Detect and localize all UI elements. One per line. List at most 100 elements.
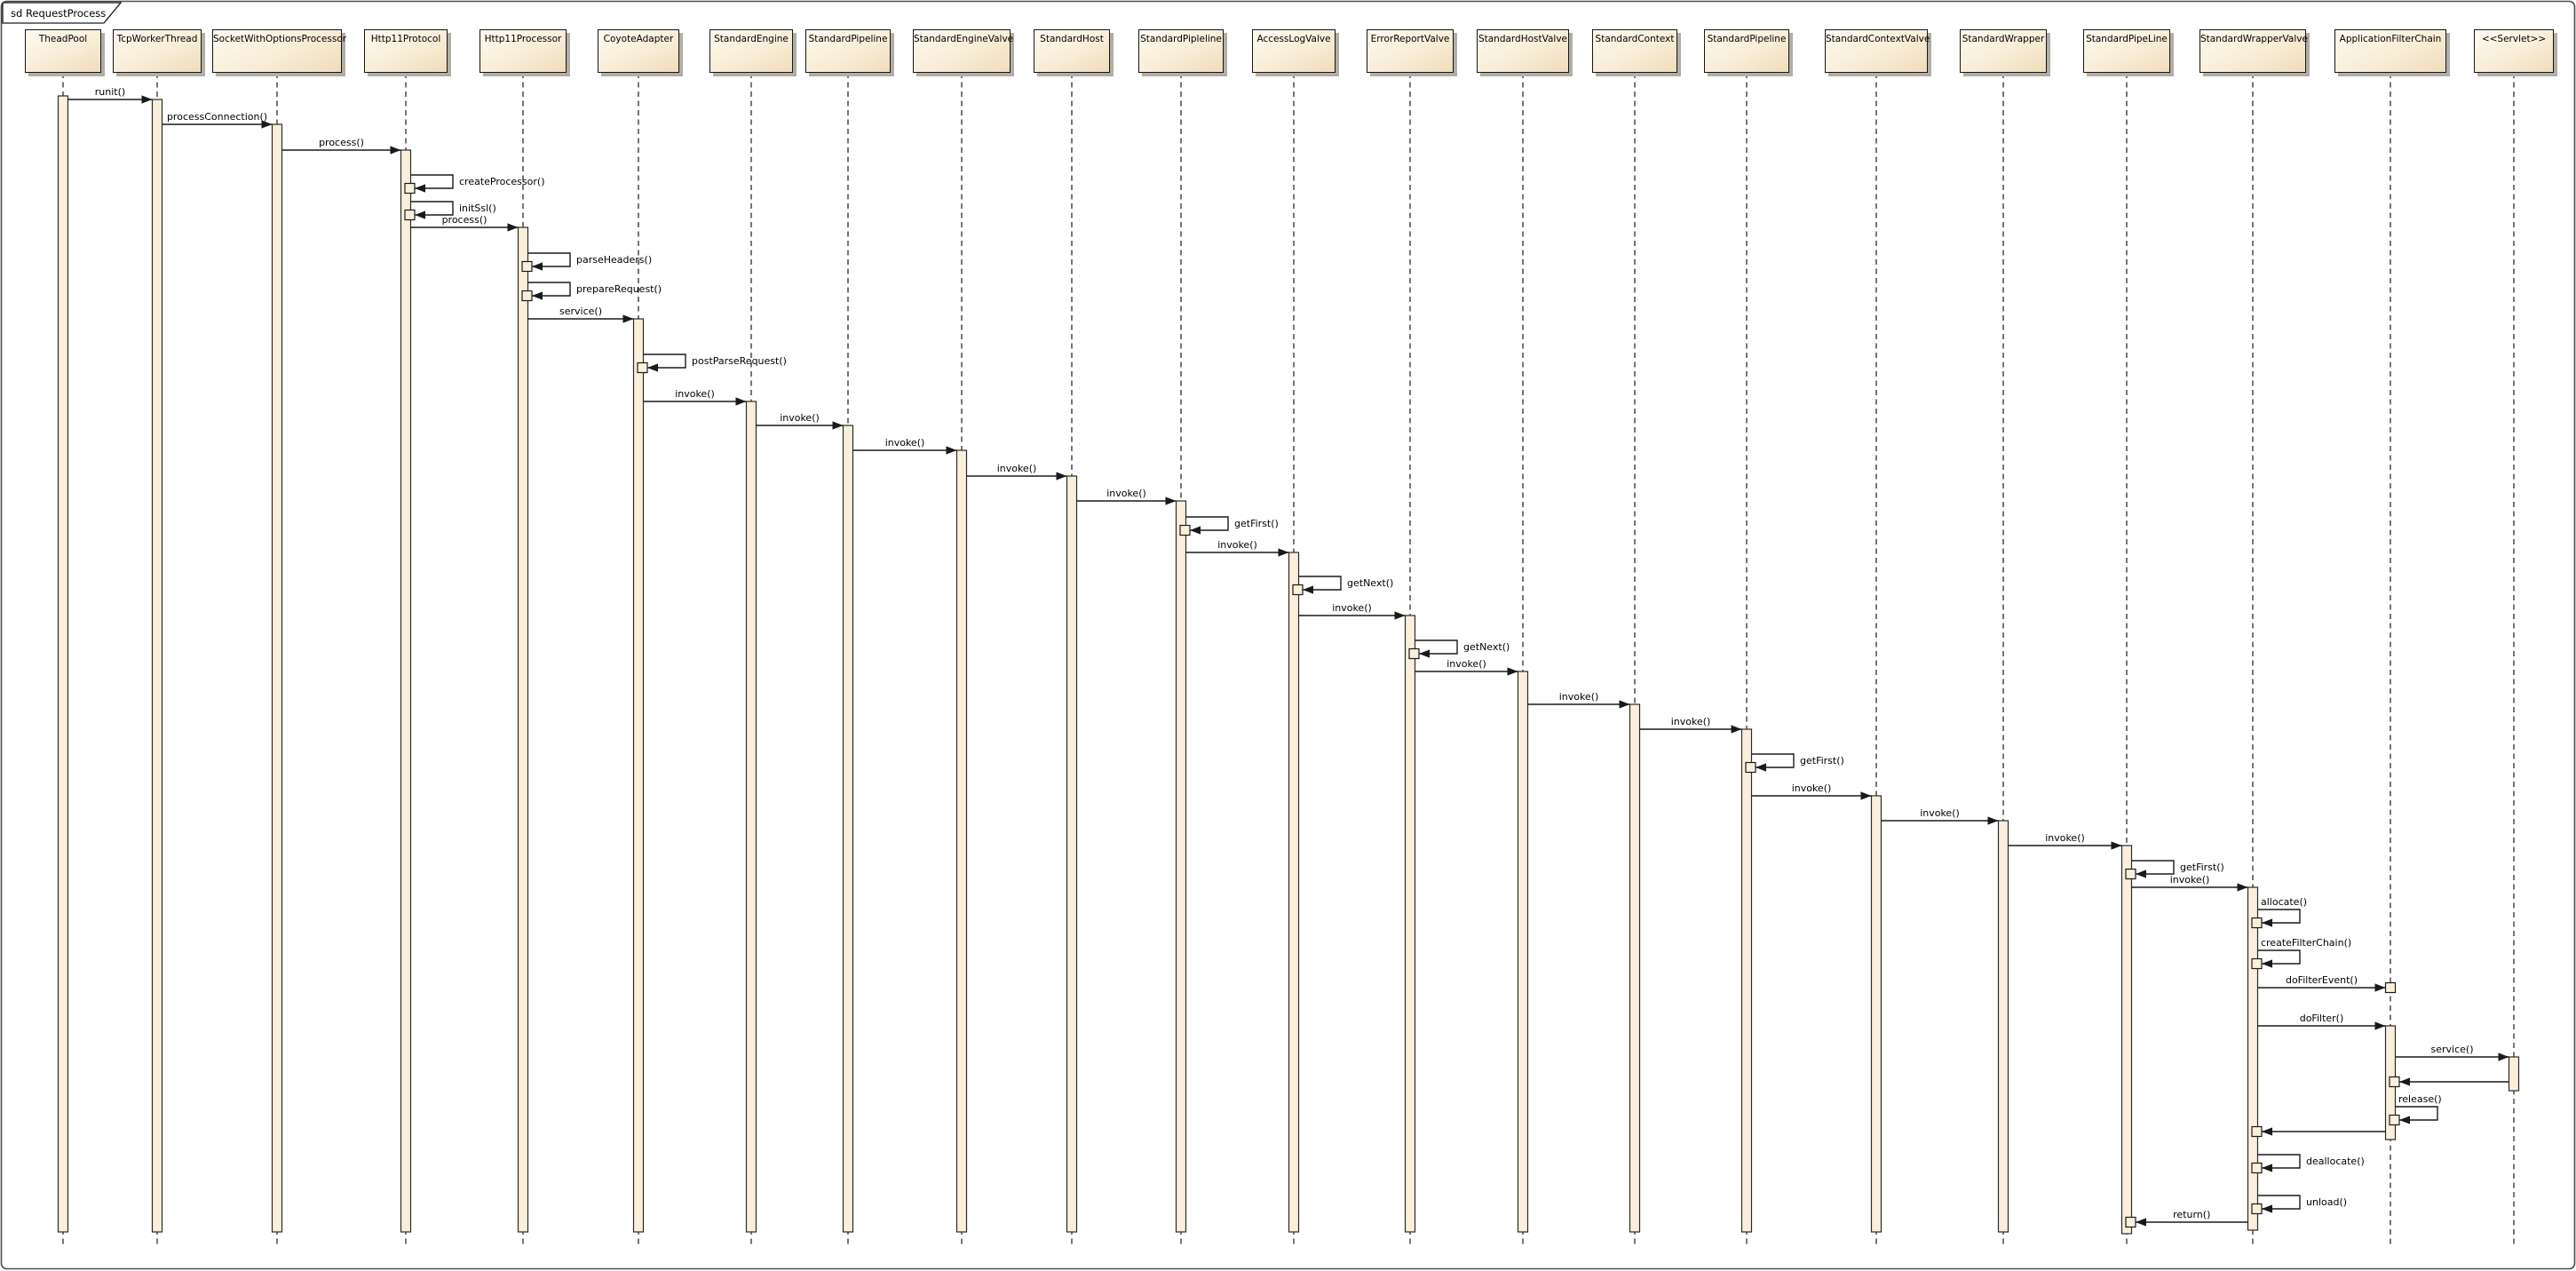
message-arrowhead	[2399, 1077, 2410, 1086]
participant-box: Http11Processor	[480, 29, 567, 73]
self-message-line	[2257, 909, 2301, 924]
activation-bar	[842, 425, 854, 1233]
activation-bar	[1288, 552, 1300, 1233]
message-arrowhead	[1278, 548, 1289, 557]
message-label: getNext()	[1463, 641, 1510, 653]
message-label: prepareRequest()	[576, 283, 662, 295]
message-arrowhead	[2374, 1021, 2386, 1030]
participant-box: StandardPipeLine	[2083, 29, 2170, 73]
participant-name: ApplicationFilterChain	[2339, 34, 2442, 44]
self-message-line	[410, 174, 454, 189]
self-message-line	[527, 252, 571, 267]
participant-name: StandardContextValve	[1826, 34, 1930, 44]
message-arrowhead	[735, 397, 747, 406]
self-message-arrowhead	[647, 363, 658, 372]
participant-name: TcpWorkerThread	[116, 34, 198, 44]
participant-name: StandardEngine	[714, 34, 789, 44]
message-arrowhead	[390, 146, 401, 155]
nested-activation	[404, 182, 416, 195]
message-label: getFirst()	[1234, 518, 1279, 529]
message-arrowhead	[946, 446, 957, 455]
message-arrowhead	[1987, 816, 1999, 825]
activation-bar	[1066, 475, 1078, 1233]
message-label: invoke()	[1332, 602, 1372, 614]
participant-box: StandardHost	[1034, 29, 1110, 73]
activation-bar	[1997, 820, 2009, 1233]
message-label: processConnection()	[167, 111, 267, 123]
self-message-line	[410, 201, 454, 216]
nested-activation	[404, 209, 416, 221]
arrival-activation	[2125, 1216, 2136, 1228]
participant-box: Http11Protocol	[364, 29, 448, 73]
message-label: invoke()	[1792, 782, 1832, 794]
message-label: invoke()	[1920, 807, 1960, 819]
participant-name: StandardHostValve	[1478, 34, 1568, 44]
message-label: initSsl()	[459, 203, 496, 214]
self-message-arrowhead	[2136, 870, 2146, 878]
participant-name: Http11Processor	[484, 34, 562, 44]
message-label: process()	[442, 214, 487, 226]
message-arrowhead	[261, 120, 273, 129]
nested-activation	[521, 260, 533, 273]
participant-name: CoyoteAdapter	[603, 34, 674, 44]
message-label: getNext()	[1347, 577, 1393, 589]
participant-box: ErrorReportValve	[1367, 29, 1454, 73]
nested-activation	[2251, 1162, 2263, 1174]
message-label: parseHeaders()	[576, 254, 652, 266]
message-label: invoke()	[885, 437, 925, 449]
self-message-line	[2131, 860, 2175, 875]
message-label: invoke()	[675, 388, 715, 400]
nested-activation	[2251, 957, 2263, 970]
nested-activation	[1408, 647, 1420, 660]
activation-bar	[1740, 728, 1753, 1233]
nested-activation	[521, 290, 533, 302]
activation-bar	[2508, 1056, 2520, 1092]
message-label: runit()	[95, 86, 125, 98]
message-label: service()	[559, 306, 602, 317]
message-arrowhead	[1165, 496, 1177, 505]
self-message-arrowhead	[2399, 1116, 2410, 1124]
nested-activation	[637, 361, 648, 374]
self-message-arrowhead	[2262, 959, 2272, 968]
message-label: doFilter()	[2300, 1013, 2344, 1024]
message-arrowhead	[1394, 611, 1406, 620]
self-message-arrowhead	[2262, 918, 2272, 927]
participant-box: StandardContextValve	[1825, 29, 1930, 73]
arrival-activation	[2384, 981, 2397, 994]
participant-box: TcpWorkerThread	[113, 29, 202, 73]
self-message-line	[527, 282, 571, 297]
participant-box: StandardPipleline	[1138, 29, 1224, 73]
nested-activation	[2389, 1114, 2400, 1126]
message-arrowhead	[1731, 725, 1742, 734]
message-label: invoke()	[2045, 832, 2085, 844]
self-message-arrowhead	[532, 262, 543, 271]
participant-name: SocketWithOptionsProcessor	[213, 34, 347, 44]
message-arrowhead	[141, 95, 153, 104]
message-label: release()	[2398, 1093, 2442, 1105]
participant-box: StandardEngineValve	[913, 29, 1013, 73]
participant-box: StandardEngine	[709, 29, 793, 73]
message-label: doFilterEvent()	[2286, 974, 2358, 986]
message-label: service()	[2431, 1044, 2474, 1055]
message-label: invoke()	[1106, 488, 1146, 499]
self-message-arrowhead	[2262, 1164, 2272, 1172]
message-arrowhead	[507, 223, 519, 232]
message-label: getFirst()	[2180, 862, 2224, 873]
participant-name: StandardPipeLine	[2086, 34, 2168, 44]
message-label: process()	[319, 137, 364, 148]
self-message-arrowhead	[1419, 649, 1430, 658]
self-message-arrowhead	[1190, 526, 1201, 535]
participant-name: StandardWrapper	[1962, 34, 2045, 44]
participant-name: TheadPool	[38, 34, 88, 44]
nested-activation	[2125, 868, 2136, 880]
message-label: return()	[2173, 1209, 2210, 1220]
activation-bar	[1870, 795, 1882, 1233]
message-label: invoke()	[1559, 691, 1599, 703]
message-arrowhead	[1619, 700, 1630, 709]
message-arrowhead	[1056, 472, 1067, 481]
participant-name: StandardHost	[1040, 34, 1104, 44]
activation-bar	[1517, 671, 1529, 1233]
nested-activation	[1179, 524, 1191, 536]
participant-box: StandardWrapperValve	[2200, 29, 2308, 73]
